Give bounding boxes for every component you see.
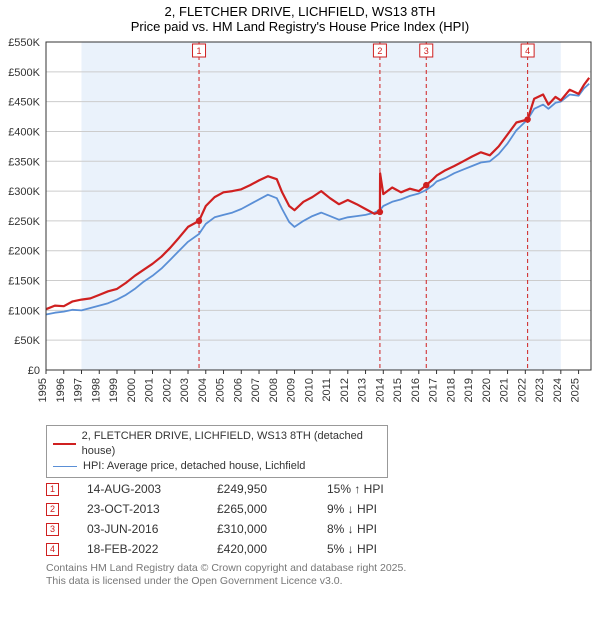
svg-text:2009: 2009 xyxy=(286,378,298,402)
event-price: £249,950 xyxy=(217,482,327,496)
svg-text:2002: 2002 xyxy=(161,378,173,402)
svg-text:2003: 2003 xyxy=(179,378,191,402)
svg-text:2017: 2017 xyxy=(428,378,440,402)
svg-text:£550K: £550K xyxy=(8,37,40,49)
svg-text:£250K: £250K xyxy=(8,216,40,228)
svg-text:2022: 2022 xyxy=(516,378,528,402)
svg-text:2011: 2011 xyxy=(321,378,333,402)
svg-text:2004: 2004 xyxy=(197,378,209,402)
svg-text:2007: 2007 xyxy=(250,378,262,402)
chart: £0 £50K £100K £150K £200K £250K £300K £350K £400… xyxy=(0,36,600,419)
svg-text:2008: 2008 xyxy=(268,378,280,402)
svg-text:£450K: £450K xyxy=(8,97,40,109)
event-date: 14-AUG-2003 xyxy=(87,482,217,496)
event-price: £265,000 xyxy=(217,502,327,516)
legend: 2, FLETCHER DRIVE, LICHFIELD, WS13 8TH (… xyxy=(46,425,388,478)
svg-text:1996: 1996 xyxy=(55,378,67,402)
svg-text:£500K: £500K xyxy=(8,67,40,79)
svg-text:4: 4 xyxy=(525,46,530,56)
svg-text:£150K: £150K xyxy=(8,276,40,288)
svg-text:£400K: £400K xyxy=(8,126,40,138)
chart-title: 2, FLETCHER DRIVE, LICHFIELD, WS13 8TH xyxy=(0,4,600,19)
svg-text:£350K: £350K xyxy=(8,156,40,168)
event-row: 1 14-AUG-2003£249,95015% ↑ HPI xyxy=(46,482,592,496)
legend-swatch xyxy=(53,466,77,467)
event-delta: 5% ↓ HPI xyxy=(327,542,417,556)
svg-text:3: 3 xyxy=(424,46,429,56)
event-price: £420,000 xyxy=(217,542,327,556)
svg-text:£300K: £300K xyxy=(8,186,40,198)
event-row: 2 23-OCT-2013£265,0009% ↓ HPI xyxy=(46,502,592,516)
svg-text:2019: 2019 xyxy=(463,378,475,402)
svg-text:2: 2 xyxy=(377,46,382,56)
svg-text:2020: 2020 xyxy=(481,378,493,402)
svg-text:2018: 2018 xyxy=(445,378,457,402)
legend-swatch xyxy=(53,443,76,445)
event-row: 3 03-JUN-2016£310,0008% ↓ HPI xyxy=(46,522,592,536)
svg-text:1999: 1999 xyxy=(108,378,120,402)
svg-text:1997: 1997 xyxy=(73,378,85,402)
svg-text:2014: 2014 xyxy=(374,378,386,402)
legend-row: 2, FLETCHER DRIVE, LICHFIELD, WS13 8TH (… xyxy=(53,429,381,459)
event-row: 4 18-FEB-2022£420,0005% ↓ HPI xyxy=(46,542,592,556)
svg-text:2015: 2015 xyxy=(392,378,404,402)
event-marker: 4 xyxy=(46,543,59,556)
svg-text:2006: 2006 xyxy=(232,378,244,402)
svg-text:2021: 2021 xyxy=(499,378,511,402)
footer: Contains HM Land Registry data © Crown c… xyxy=(46,562,592,588)
chart-subtitle: Price paid vs. HM Land Registry's House … xyxy=(0,19,600,34)
svg-text:1: 1 xyxy=(197,46,202,56)
legend-label: 2, FLETCHER DRIVE, LICHFIELD, WS13 8TH (… xyxy=(82,429,381,459)
event-date: 03-JUN-2016 xyxy=(87,522,217,536)
svg-text:£50K: £50K xyxy=(14,335,40,347)
title-block: 2, FLETCHER DRIVE, LICHFIELD, WS13 8TH P… xyxy=(0,0,600,36)
svg-text:2012: 2012 xyxy=(339,378,351,402)
svg-text:2023: 2023 xyxy=(534,378,546,402)
svg-text:2025: 2025 xyxy=(570,378,582,402)
svg-text:2005: 2005 xyxy=(215,378,227,402)
event-price: £310,000 xyxy=(217,522,327,536)
event-marker: 2 xyxy=(46,503,59,516)
svg-text:2013: 2013 xyxy=(357,378,369,402)
event-marker: 3 xyxy=(46,523,59,536)
event-date: 23-OCT-2013 xyxy=(87,502,217,516)
svg-text:2016: 2016 xyxy=(410,378,422,402)
svg-text:2000: 2000 xyxy=(126,378,138,402)
event-delta: 9% ↓ HPI xyxy=(327,502,417,516)
legend-label: HPI: Average price, detached house, Lich… xyxy=(83,459,305,474)
svg-text:£100K: £100K xyxy=(8,305,40,317)
svg-text:1995: 1995 xyxy=(37,378,49,402)
svg-text:1998: 1998 xyxy=(90,378,102,402)
svg-text:£0: £0 xyxy=(28,365,40,377)
svg-text:2001: 2001 xyxy=(144,378,156,402)
event-marker: 1 xyxy=(46,483,59,496)
legend-row: HPI: Average price, detached house, Lich… xyxy=(53,459,381,474)
svg-text:£200K: £200K xyxy=(8,246,40,258)
svg-text:2010: 2010 xyxy=(303,378,315,402)
footer-line-2: This data is licensed under the Open Gov… xyxy=(46,575,592,588)
event-date: 18-FEB-2022 xyxy=(87,542,217,556)
event-table: 1 14-AUG-2003£249,95015% ↑ HPI 2 23-OCT-201… xyxy=(46,482,592,556)
event-delta: 15% ↑ HPI xyxy=(327,482,417,496)
chart-svg: £0 £50K £100K £150K £200K £250K £300K £350K £400… xyxy=(0,36,600,414)
footer-line-1: Contains HM Land Registry data © Crown c… xyxy=(46,562,592,575)
svg-text:2024: 2024 xyxy=(552,378,564,402)
event-delta: 8% ↓ HPI xyxy=(327,522,417,536)
